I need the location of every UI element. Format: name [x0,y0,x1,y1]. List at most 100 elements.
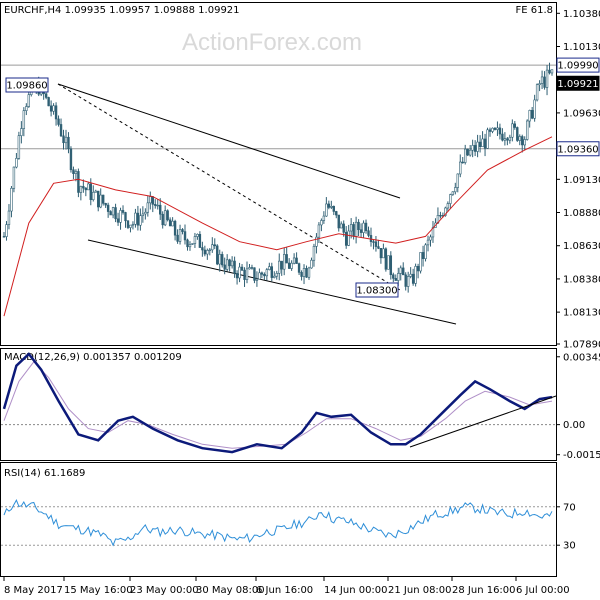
candle-body [22,110,26,129]
candle-body [325,203,328,217]
candle-body [337,214,340,229]
candle-body [439,215,442,217]
price-label-box: 1.09360 [556,141,600,157]
candle-body [188,244,192,248]
candle-body [171,220,174,227]
candle-body [101,194,105,204]
time-tick-label: 15 May 16:00 [64,585,133,596]
candle-body [335,211,338,216]
candle-body [359,229,363,233]
candle-body [317,224,321,238]
candle-body [282,254,286,270]
candle-body [377,246,380,249]
candle-body [464,148,467,163]
price-label-box: 1.08300 [355,282,399,298]
candle-body [238,266,241,279]
rsi-tick-label: 30 [563,541,576,552]
price-label-box: 1.09860 [5,77,49,93]
price-tick-label: 1.10380 [563,9,600,20]
candle-body [94,190,97,193]
price-tick-label: 1.08380 [563,274,600,285]
price-label-background [556,57,600,73]
candle-body [49,105,53,112]
candle-body [518,136,521,141]
time-tick-label: 28 Jun 16:00 [452,585,516,596]
candle-body [478,141,482,148]
candle-body [74,171,78,174]
candle-body [538,83,541,86]
candle-body [357,221,360,231]
time-tick-label: 8 May 2017 [4,585,63,596]
candle-body [397,273,400,281]
macd-title: MACD(12,26,9) 0.001357 0.001209 [4,352,182,363]
macd-line [2,352,553,454]
candle-body [456,173,459,188]
candle-body [218,254,221,265]
candle-body [476,141,479,152]
candle-body [312,246,316,261]
candle-body [7,210,11,225]
candle-body [526,120,529,140]
candle-body [535,84,539,101]
candle-body [141,213,145,216]
candle-body [461,161,464,164]
price-tick-label: 1.10130 [563,42,600,53]
candle-body [364,222,368,232]
candle-body [496,127,499,130]
candle-body [486,129,489,149]
candle-body [258,272,261,280]
candle-body [382,248,385,259]
candle-body [52,105,55,112]
candle-body [540,76,544,84]
price-axis: 1.10380 1.10130 1.09630 1.09130 1.08880 1.086… [556,9,600,351]
time-tick-label: 23 May 00:00 [130,585,199,596]
candle-body [139,215,142,226]
candle-body [57,118,60,125]
candle-body [201,247,204,251]
candle-body [297,263,301,273]
candle-body [67,136,70,150]
symbol-header: EURCHF,H4 1.09935 1.09957 1.09888 1.0992… [4,5,240,16]
candle-body [387,255,390,270]
candle-body [59,124,63,137]
candle-body [466,148,469,156]
macd-trend-line [409,395,557,448]
candle-body [411,273,415,284]
candle-body [521,136,524,146]
candle-body [191,243,194,245]
candle-body [374,241,378,247]
candle-body [104,203,107,206]
candle-body [394,278,397,281]
candle-body [116,218,120,223]
candle-body [290,262,293,269]
dashed-trend-line [57,83,401,291]
macd-panel-frame [0,348,557,461]
price-tick-label: 1.09630 [563,108,600,119]
candle-body [149,196,152,204]
price-tick-label: 1.08130 [563,308,600,319]
candle-body [354,221,358,237]
candle-body [548,69,551,74]
candle-body [511,123,514,138]
candle-body [183,231,187,241]
price-label-text: 1.09921 [557,79,598,90]
price-label-background [355,282,399,298]
corner-label: FE 61.8 [515,5,553,16]
candle-body [278,260,281,274]
candle-body [198,233,202,248]
candle-body [255,278,259,281]
candle-body [473,145,477,152]
price-label-background [556,75,600,91]
candle-body [454,187,457,193]
price-label-box: 1.09990 [556,57,600,73]
candle-body [402,267,405,276]
candle-body [106,204,110,212]
price-label-background [5,77,49,93]
time-tick-label: 6 Jun 16:00 [256,585,313,596]
candle-body [69,148,73,171]
candle-body [159,204,162,215]
candle-body [501,133,504,141]
candle-body [483,138,487,149]
